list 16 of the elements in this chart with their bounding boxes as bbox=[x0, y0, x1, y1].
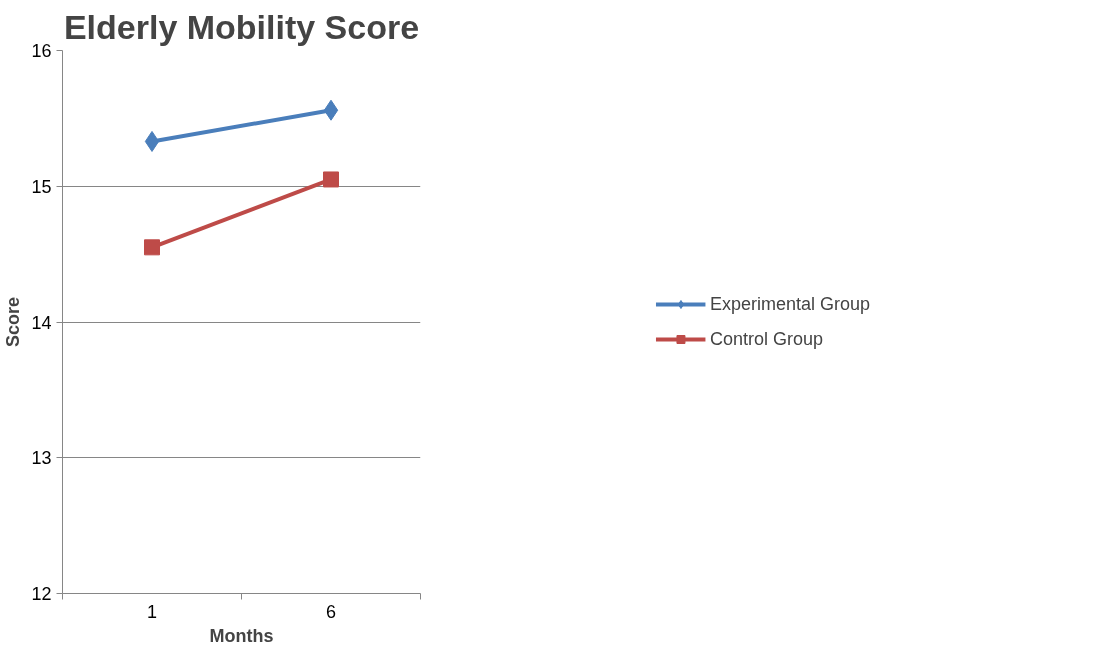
y-tick-label: 16 bbox=[31, 41, 52, 61]
point bbox=[144, 130, 160, 152]
legend-label: Control Group bbox=[709, 328, 824, 350]
point bbox=[144, 239, 160, 256]
x-tick-label: 1 bbox=[146, 601, 158, 622]
y-axis-title: Score bbox=[3, 296, 24, 348]
y-tick-label: 15 bbox=[31, 176, 52, 197]
x-tick-label: 6 bbox=[325, 601, 337, 622]
y-tick-label: 14 bbox=[31, 312, 52, 333]
y-tick-label: 12 bbox=[31, 584, 52, 604]
point bbox=[323, 99, 339, 121]
legend-label: Experimental Group bbox=[709, 293, 871, 315]
chart-title: Elderly Mobility Score bbox=[63, 7, 420, 46]
y-tick-label: 13 bbox=[31, 448, 52, 469]
point bbox=[323, 171, 339, 188]
x-axis-title: Months bbox=[209, 625, 274, 646]
